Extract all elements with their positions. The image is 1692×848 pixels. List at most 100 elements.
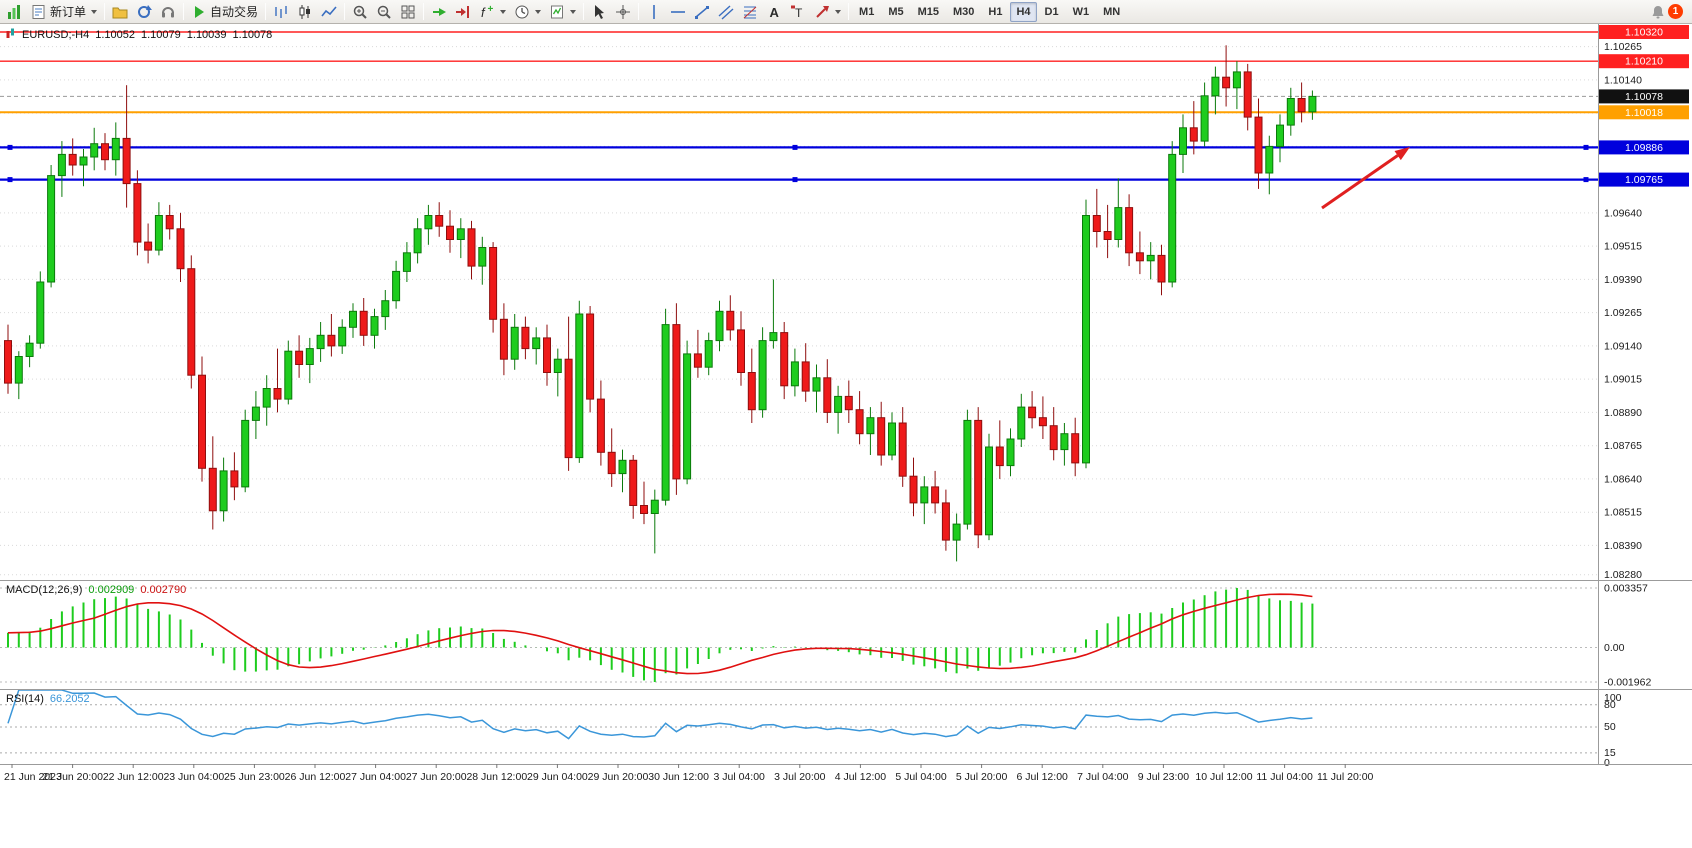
dropdown-caret-icon bbox=[570, 9, 577, 14]
chart-window: 0.003357 0.00 -0.001962 100 80 50 15 0 1.10265 1.… bbox=[0, 24, 1692, 848]
auto-scroll-button[interactable] bbox=[427, 2, 451, 22]
timeframe-m30[interactable]: M30 bbox=[953, 5, 975, 18]
autotrading-button[interactable]: 自动交易 bbox=[187, 2, 262, 22]
line-icon bbox=[321, 4, 337, 20]
svg-text:6 Jul 12:00: 6 Jul 12:00 bbox=[1017, 771, 1069, 783]
horizontal-line-button[interactable] bbox=[666, 2, 690, 22]
arrows-icon bbox=[814, 4, 830, 20]
new-chart-button[interactable] bbox=[3, 2, 27, 22]
support-button[interactable] bbox=[156, 2, 180, 22]
timeframe-h4[interactable]: H4 bbox=[1010, 1, 1037, 22]
templates-button[interactable] bbox=[545, 2, 580, 22]
svg-text:1.08640: 1.08640 bbox=[1604, 473, 1642, 485]
arrows-button[interactable] bbox=[810, 2, 845, 22]
svg-text:-0.001962: -0.001962 bbox=[1604, 677, 1651, 689]
indicators-button[interactable]: f + bbox=[475, 2, 510, 22]
crosshair-button[interactable] bbox=[611, 2, 635, 22]
clock-icon bbox=[514, 4, 530, 20]
svg-text:T: T bbox=[795, 6, 803, 20]
svg-text:3 Jul 20:00: 3 Jul 20:00 bbox=[774, 771, 826, 783]
svg-text:f: f bbox=[481, 5, 486, 20]
tile-windows-button[interactable] bbox=[396, 2, 420, 22]
cursor-button[interactable] bbox=[587, 2, 611, 22]
svg-text:1.09265: 1.09265 bbox=[1604, 307, 1642, 319]
svg-text:11 Jul 20:00: 11 Jul 20:00 bbox=[1317, 771, 1374, 783]
svg-text:25 Jun 23:00: 25 Jun 23:00 bbox=[224, 771, 285, 783]
label-button[interactable]: T bbox=[786, 2, 810, 22]
svg-text:28 Jun 12:00: 28 Jun 12:00 bbox=[466, 771, 527, 783]
fibo-icon bbox=[742, 4, 758, 20]
profiles-icon bbox=[112, 4, 128, 20]
trendline-button[interactable] bbox=[690, 2, 714, 22]
zoom-out-button[interactable] bbox=[372, 2, 396, 22]
headset-icon bbox=[160, 4, 176, 20]
textT-icon: T bbox=[790, 4, 806, 20]
bar-chart-button[interactable] bbox=[269, 2, 293, 22]
svg-text:10 Jul 12:00: 10 Jul 12:00 bbox=[1195, 771, 1252, 783]
refresh-button[interactable] bbox=[132, 2, 156, 22]
crosshair-icon bbox=[615, 4, 631, 20]
periods-button[interactable] bbox=[510, 2, 545, 22]
timeframe-d1[interactable]: D1 bbox=[1044, 5, 1059, 18]
toolbar-separator bbox=[848, 3, 850, 20]
dropdown-caret-icon bbox=[500, 9, 507, 14]
new-order-button[interactable]: 新订单 bbox=[27, 2, 101, 22]
zoom-in-icon bbox=[352, 4, 368, 20]
channel-icon bbox=[718, 4, 734, 20]
svg-text:1.09886: 1.09886 bbox=[1625, 142, 1663, 154]
svg-text:50: 50 bbox=[1604, 721, 1616, 733]
timeframe-m5[interactable]: M5 bbox=[888, 5, 904, 18]
candlestick-chart-button[interactable] bbox=[293, 2, 317, 22]
toolbar-separator bbox=[583, 3, 585, 20]
svg-text:21 Jun 20:00: 21 Jun 20:00 bbox=[42, 771, 103, 783]
svg-text:A: A bbox=[770, 5, 780, 20]
profiles-button[interactable] bbox=[108, 2, 132, 22]
svg-text:1.09015: 1.09015 bbox=[1604, 374, 1642, 386]
text-button[interactable]: A bbox=[762, 2, 786, 22]
svg-text:+: + bbox=[488, 4, 494, 15]
template-icon bbox=[549, 4, 565, 20]
chart-shift-button[interactable] bbox=[451, 2, 475, 22]
line-chart-button[interactable] bbox=[317, 2, 341, 22]
order-form-icon bbox=[31, 4, 47, 20]
refresh-icon bbox=[136, 4, 153, 20]
chart-plus-icon bbox=[7, 4, 23, 20]
svg-text:5 Jul 04:00: 5 Jul 04:00 bbox=[895, 771, 947, 783]
svg-text:1.10078: 1.10078 bbox=[1625, 91, 1663, 103]
bell-icon bbox=[1650, 4, 1666, 20]
svg-text:1.08390: 1.08390 bbox=[1604, 540, 1642, 552]
notifications-button[interactable]: 1 bbox=[1650, 4, 1683, 20]
fibonacci-button[interactable] bbox=[738, 2, 762, 22]
toolbar-separator bbox=[638, 3, 640, 20]
svg-text:1.09140: 1.09140 bbox=[1604, 340, 1642, 352]
svg-text:1.10320: 1.10320 bbox=[1625, 27, 1663, 39]
svg-text:80: 80 bbox=[1604, 699, 1616, 711]
svg-text:1.08515: 1.08515 bbox=[1604, 507, 1642, 519]
svg-text:1.10140: 1.10140 bbox=[1604, 74, 1642, 86]
svg-text:1.09515: 1.09515 bbox=[1604, 241, 1642, 253]
notification-badge: 1 bbox=[1668, 4, 1683, 19]
hline-icon bbox=[670, 4, 686, 20]
toolbar-separator bbox=[183, 3, 185, 20]
zoom-in-button[interactable] bbox=[348, 2, 372, 22]
svg-text:1.10210: 1.10210 bbox=[1625, 56, 1663, 68]
vline-icon bbox=[646, 4, 662, 20]
channel-button[interactable] bbox=[714, 2, 738, 22]
svg-text:23 Jun 04:00: 23 Jun 04:00 bbox=[163, 771, 224, 783]
timeframe-mn[interactable]: MN bbox=[1103, 5, 1121, 18]
svg-text:9 Jul 23:00: 9 Jul 23:00 bbox=[1138, 771, 1190, 783]
timeframe-m1[interactable]: M1 bbox=[859, 5, 875, 18]
timeframe-m15[interactable]: M15 bbox=[917, 5, 939, 18]
indicators-icon: f + bbox=[479, 4, 495, 20]
vertical-line-button[interactable] bbox=[642, 2, 666, 22]
textA-icon: A bbox=[766, 4, 782, 20]
svg-text:30 Jun 12:00: 30 Jun 12:00 bbox=[648, 771, 709, 783]
svg-text:1.10265: 1.10265 bbox=[1604, 41, 1642, 53]
svg-text:7 Jul 04:00: 7 Jul 04:00 bbox=[1077, 771, 1129, 783]
timeframe-w1[interactable]: W1 bbox=[1072, 5, 1090, 18]
play-icon bbox=[191, 4, 207, 20]
timeframe-h1[interactable]: H1 bbox=[988, 5, 1003, 18]
shift-icon bbox=[455, 4, 471, 20]
svg-text:29 Jun 04:00: 29 Jun 04:00 bbox=[527, 771, 588, 783]
